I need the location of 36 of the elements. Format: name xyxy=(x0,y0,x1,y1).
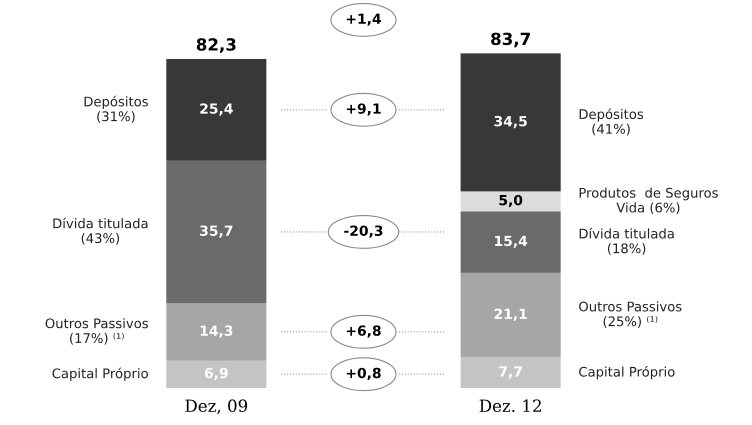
bar xyxy=(460,191,561,212)
total-label: 82,3 xyxy=(196,38,236,53)
bar xyxy=(166,59,266,161)
data-label: 35,7 xyxy=(200,225,232,238)
annotation: Depósitos (31%) xyxy=(84,96,148,123)
annotation: Capital Próprio xyxy=(52,368,148,381)
annotation: +0,8 xyxy=(346,368,381,380)
x-tick-label: Dez. 12 xyxy=(480,399,541,412)
annotation: Dívida titulada (43%) xyxy=(53,218,148,245)
data-label: 34,5 xyxy=(494,116,527,128)
data-label: 6,9 xyxy=(204,368,228,380)
total-label: 83,7 xyxy=(491,32,530,48)
bar xyxy=(460,53,561,192)
annotation: Outros Passivos (25%) ⁽¹⁾ xyxy=(579,301,682,328)
annotation: -20,3 xyxy=(344,225,382,238)
text: +1,4 xyxy=(346,14,381,26)
data-label: 21,1 xyxy=(494,308,527,321)
data-label: 14,3 xyxy=(200,325,232,338)
bar xyxy=(460,211,561,273)
data-label: 15,4 xyxy=(495,236,528,248)
data-label: 25,4 xyxy=(200,103,233,116)
data-label: 5,0 xyxy=(499,194,522,208)
annotation: Outros Passivos (17%) ⁽¹⁾ xyxy=(46,318,148,345)
bar xyxy=(166,160,266,304)
annotation: Capital Próprio xyxy=(579,366,675,380)
annotation: +9,1 xyxy=(346,103,381,116)
bar xyxy=(460,272,561,358)
annotation: Dívida titulada (18%) xyxy=(580,228,674,255)
annotation: +6,8 xyxy=(346,325,381,338)
bar xyxy=(166,360,266,388)
x-tick-label: Dez, 09 xyxy=(185,399,248,414)
bar xyxy=(166,303,266,360)
data-label: 7,7 xyxy=(499,366,522,378)
annotation: Depósitos (41%) xyxy=(580,108,644,136)
bar xyxy=(460,357,561,388)
annotation: Produtos de Seguros Vida (6%) xyxy=(580,188,718,214)
